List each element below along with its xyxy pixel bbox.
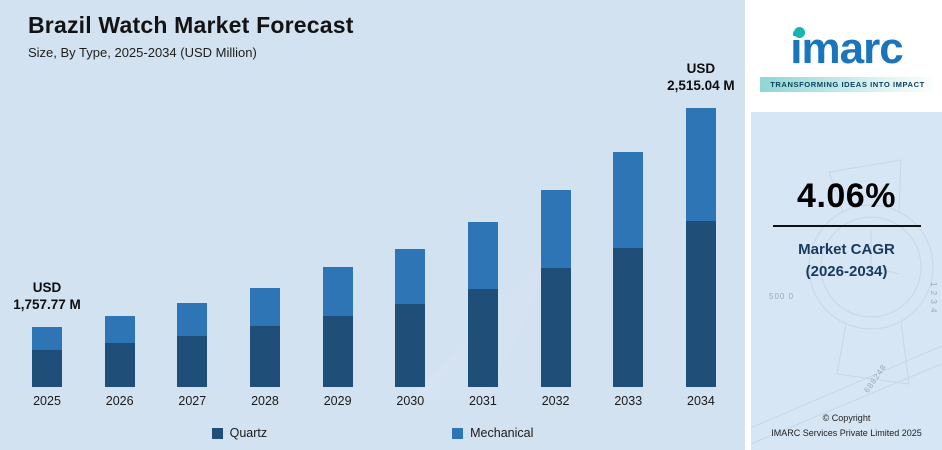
copyright: © Copyright IMARC Services Private Limit… xyxy=(751,411,942,440)
bar-column-2033: 2033 xyxy=(605,73,651,408)
chart-legend: Quartz Mechanical xyxy=(0,426,745,440)
decoration-number: 1 2 3 4 xyxy=(929,282,938,314)
bar-segment-mechanical xyxy=(395,249,426,304)
bar-column-2027: 2027 xyxy=(169,73,215,408)
bar-segment-quartz xyxy=(613,248,644,387)
bar-segment-quartz xyxy=(467,289,498,387)
bar-segment-mechanical xyxy=(467,222,498,289)
legend-item-mechanical: Mechanical xyxy=(452,426,533,440)
x-axis-label: 2034 xyxy=(687,394,715,408)
bar-segment-mechanical xyxy=(540,190,571,268)
copyright-line2: IMARC Services Private Limited 2025 xyxy=(771,427,922,438)
decoration-number: 688248 xyxy=(862,362,889,395)
bar-column-2031: 2031 xyxy=(460,73,506,408)
bar-column-2030: 2030 xyxy=(387,73,433,408)
cagr-label-line2: (2026-2034) xyxy=(805,262,888,280)
bar-stack xyxy=(613,152,644,387)
cagr-block: 4.06% Market CAGR (2026-2034) xyxy=(751,177,942,283)
bar-segment-mechanical xyxy=(613,152,644,248)
divider xyxy=(772,225,921,227)
bar-stack xyxy=(322,267,353,387)
cagr-label-line1: Market CAGR xyxy=(798,241,895,258)
x-axis-label: 2026 xyxy=(105,394,134,408)
bar-stack xyxy=(540,190,571,387)
bar-value-annotation: USD 2,515.04 M xyxy=(667,60,735,94)
bar-segment-mechanical xyxy=(104,316,135,343)
bar-column-2028: 2028 xyxy=(242,73,288,408)
bar-stack xyxy=(177,303,208,387)
cagr-panel: 500 0 1 2 3 4 688248 4.06% Market CAGR (… xyxy=(751,112,942,450)
bar-segment-quartz xyxy=(249,326,280,387)
logo-block: imarc TRANSFORMING IDEAS INTO IMPACT xyxy=(751,0,942,112)
bar-segment-quartz xyxy=(177,336,208,387)
bar-segment-mechanical xyxy=(322,267,353,316)
logo-tagline: TRANSFORMING IDEAS INTO IMPACT xyxy=(760,76,933,92)
cagr-value: 4.06% xyxy=(797,177,896,215)
copyright-line1: © Copyright xyxy=(822,413,871,424)
chart-title: Brazil Watch Market Forecast xyxy=(28,12,354,38)
bar-segment-mechanical xyxy=(32,327,62,350)
bar-column-2025: USD 1,757.77 M 2025 xyxy=(13,73,81,408)
bar-stack xyxy=(685,108,716,387)
bar-segment-quartz xyxy=(685,221,716,387)
bar-column-2034: USD 2,515.04 M 2034 xyxy=(667,61,735,408)
legend-item-quartz: Quartz xyxy=(211,426,268,440)
x-axis-label: 2033 xyxy=(614,394,643,408)
imarc-logo: imarc xyxy=(790,23,903,73)
bar-column-2026: 2026 xyxy=(97,73,143,408)
logo-dot-icon xyxy=(794,26,806,38)
legend-swatch-quartz xyxy=(211,427,223,439)
x-axis-label: 2029 xyxy=(323,394,352,408)
bar-segment-quartz xyxy=(104,343,135,387)
bar-column-2032: 2032 xyxy=(533,73,579,408)
bar-stack xyxy=(249,288,280,387)
x-axis-label: 2027 xyxy=(178,394,207,408)
bar-chart: USD 1,757.77 M 2025 2026 2027 2028 2029 2030 203… xyxy=(13,61,735,408)
legend-label-mechanical: Mechanical xyxy=(470,426,534,440)
bar-stack xyxy=(395,249,426,387)
bar-stack xyxy=(467,222,498,387)
x-axis-label: 2032 xyxy=(541,394,570,408)
bar-segment-quartz xyxy=(395,304,426,387)
x-axis-label: 2031 xyxy=(469,394,497,408)
x-axis-label: 2030 xyxy=(396,394,425,408)
bar-segment-quartz xyxy=(32,350,62,387)
bar-segment-mechanical xyxy=(249,288,280,326)
bar-stack xyxy=(104,316,135,387)
bar-stack xyxy=(32,327,62,387)
bar-column-2029: 2029 xyxy=(315,73,361,408)
bar-value-annotation: USD 1,757.77 M xyxy=(13,279,81,313)
logo-text: imarc xyxy=(790,23,903,73)
brand-panel: imarc TRANSFORMING IDEAS INTO IMPACT 500… xyxy=(745,0,942,450)
x-axis-label: 2025 xyxy=(33,394,61,408)
chart-subtitle: Size, By Type, 2025-2034 (USD Million) xyxy=(28,45,257,60)
chart-section: Brazil Watch Market Forecast Size, By Ty… xyxy=(0,12,745,440)
x-axis-label: 2028 xyxy=(251,394,279,408)
legend-label-quartz: Quartz xyxy=(229,426,268,440)
legend-swatch-mechanical xyxy=(452,427,464,439)
bar-segment-quartz xyxy=(322,316,353,387)
decoration-number: 500 0 xyxy=(769,292,795,301)
bar-segment-mechanical xyxy=(685,108,716,221)
bar-segment-quartz xyxy=(540,268,571,387)
bar-segment-mechanical xyxy=(177,303,208,336)
